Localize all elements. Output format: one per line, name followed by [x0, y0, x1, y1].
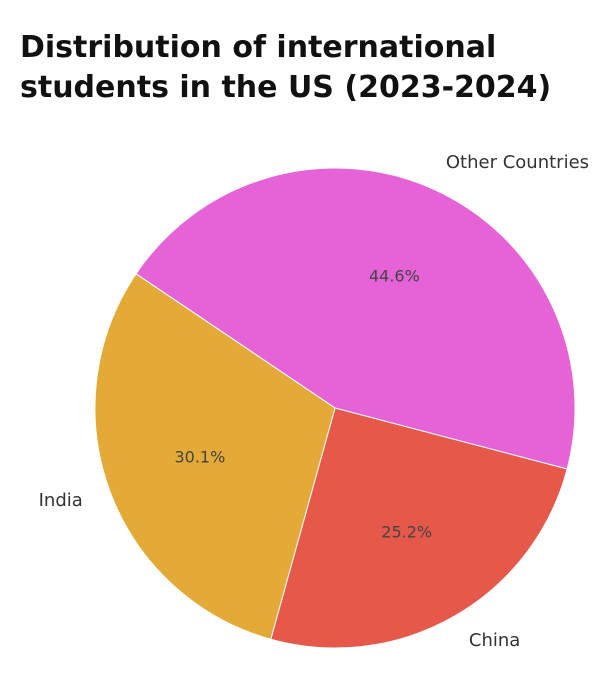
pie-slice-other-countries — [135, 167, 576, 470]
pct-label-india: 30.1% — [174, 447, 225, 466]
pie-slice-china — [270, 407, 568, 649]
category-label-china: China — [469, 630, 520, 651]
category-label-india: India — [39, 490, 83, 511]
category-label-other-countries: Other Countries — [446, 152, 589, 173]
chart-title-line-1: Distribution of international — [20, 30, 497, 65]
pie-slice-india — [94, 273, 336, 640]
pct-label-other-countries: 44.6% — [369, 266, 420, 285]
pct-label-china: 25.2% — [381, 522, 432, 541]
chart-title-line-2: students in the US (2023-2024) — [20, 70, 552, 105]
chart-title: Distribution of international students i… — [20, 28, 580, 108]
